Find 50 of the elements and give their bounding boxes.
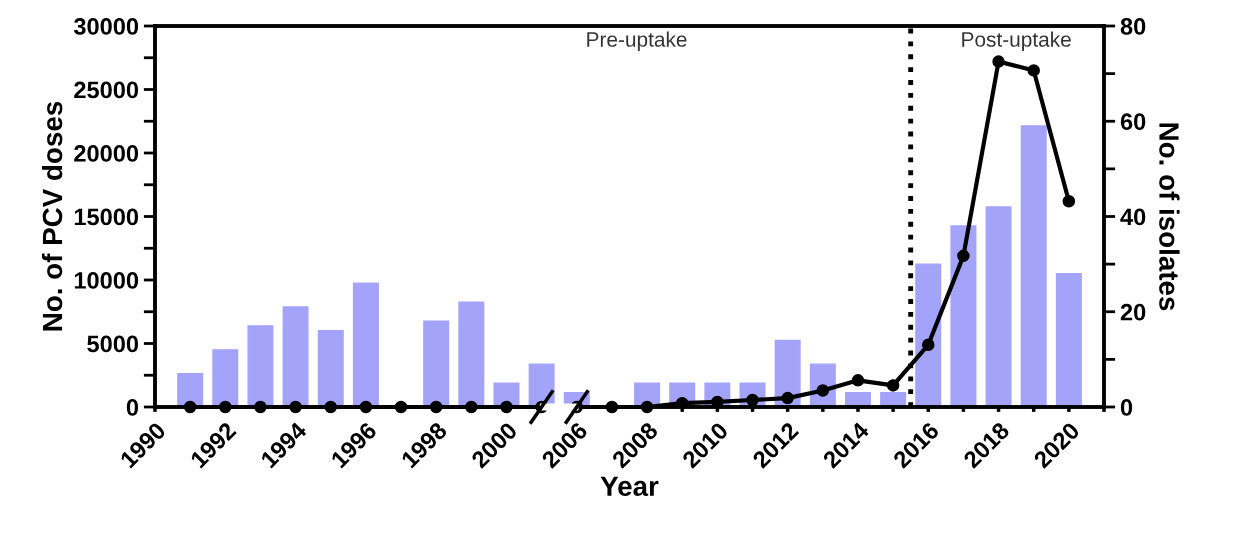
bar <box>423 320 450 407</box>
point <box>394 400 408 414</box>
y2-tick-label: 20 <box>1120 303 1146 321</box>
point <box>1062 195 1076 208</box>
point <box>605 400 619 414</box>
y2-axis-title: No. of isolates <box>1159 123 1180 311</box>
annotation: Post-uptake <box>962 31 1071 51</box>
bar <box>1055 272 1082 407</box>
annotation: Pre-uptake <box>587 31 687 51</box>
y-tick-label: 5000 <box>87 335 139 353</box>
point <box>183 400 197 414</box>
point <box>359 400 373 414</box>
bar <box>317 330 344 407</box>
point <box>324 400 337 414</box>
point <box>675 396 689 410</box>
y-tick-label: 10000 <box>74 272 139 289</box>
y2-tick-label: 0 <box>1120 399 1133 416</box>
point <box>289 400 302 414</box>
y-axis-title: No. of PCV doses <box>41 101 63 331</box>
point <box>781 391 794 405</box>
y-tick-label: 15000 <box>74 208 139 226</box>
y2-tick-label: 80 <box>1120 18 1146 35</box>
point <box>465 400 478 414</box>
bar <box>1020 125 1047 407</box>
y2-tick-label: 60 <box>1120 113 1146 131</box>
point <box>886 379 900 392</box>
point <box>219 400 232 414</box>
y2-tick-label: 40 <box>1120 208 1146 226</box>
bar <box>212 349 239 407</box>
y-tick-label: 0 <box>126 399 139 416</box>
y-tick-label: 30000 <box>73 18 139 35</box>
bar <box>247 325 274 407</box>
bar <box>177 372 204 407</box>
bar <box>458 301 485 407</box>
bar <box>352 282 379 407</box>
point <box>500 400 513 414</box>
bar <box>950 225 977 407</box>
point <box>851 374 865 387</box>
point <box>640 400 654 414</box>
point <box>429 400 443 414</box>
point <box>992 55 1005 68</box>
point <box>254 400 267 414</box>
bar <box>985 206 1012 407</box>
y-tick-label: 20000 <box>74 145 139 162</box>
x-axis-title: Year <box>600 476 659 497</box>
bar <box>282 306 309 407</box>
point <box>1027 64 1040 77</box>
point <box>922 338 935 352</box>
point <box>957 249 970 263</box>
y-tick-label: 25000 <box>74 81 139 99</box>
